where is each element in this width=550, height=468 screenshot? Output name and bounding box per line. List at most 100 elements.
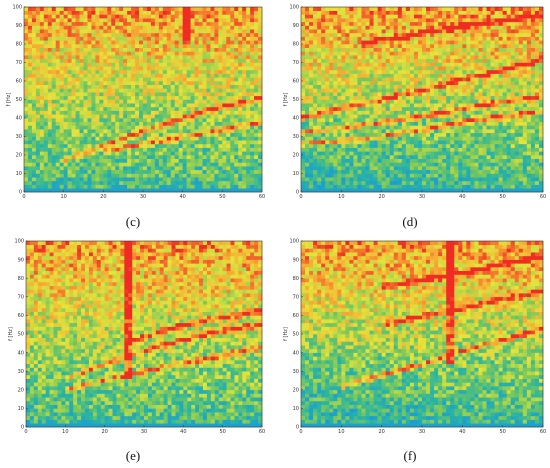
heatmap-cell: [381, 95, 386, 100]
heatmap-cell: [182, 114, 187, 119]
heatmap-cell: [154, 55, 160, 60]
heatmap-cell: [95, 36, 100, 41]
heatmap-cell: [194, 166, 199, 171]
heatmap-cell: [103, 184, 108, 189]
heatmap-cell: [234, 44, 239, 48]
heatmap-cell: [115, 188, 120, 193]
heatmap-cell: [238, 92, 243, 97]
heatmap-cell: [194, 66, 199, 71]
heatmap-cell: [186, 77, 191, 82]
heatmap-cell: [79, 44, 84, 48]
heatmap-cell: [405, 14, 411, 19]
heatmap-cell: [111, 129, 116, 134]
heatmap-cell: [59, 129, 64, 134]
heatmap-cell: [39, 129, 45, 134]
heatmap-cell: [190, 151, 195, 156]
heatmap-cell: [83, 184, 88, 189]
heatmap-cell: [258, 7, 263, 11]
heatmap-cell: [422, 162, 427, 167]
heatmap-cell: [83, 147, 88, 152]
heatmap-cell: [214, 81, 219, 85]
heatmap-cell: [341, 58, 346, 63]
heatmap-cell: [430, 10, 435, 15]
heatmap-cell: [194, 81, 199, 85]
heatmap-cell: [417, 25, 423, 30]
heatmap-cell: [206, 184, 211, 189]
heatmap-cell: [75, 88, 80, 93]
heatmap-cell: [458, 184, 463, 189]
heatmap-cell: [426, 103, 431, 108]
heatmap-cell: [79, 51, 84, 56]
heatmap-cell: [454, 118, 459, 122]
heatmap-cell: [39, 32, 45, 37]
heatmap-cell: [250, 47, 255, 52]
heatmap-cell: [63, 110, 68, 115]
heatmap-cell: [246, 95, 251, 100]
heatmap-cell: [341, 143, 346, 148]
heatmap-cell: [146, 155, 152, 159]
heatmap-cell: [313, 66, 318, 71]
heatmap-cell: [39, 114, 45, 119]
heatmap-cell: [162, 162, 168, 167]
heatmap-cell: [111, 7, 116, 11]
heatmap-cell: [413, 184, 419, 189]
heatmap-cell: [107, 47, 112, 52]
heatmap-cell: [341, 184, 346, 189]
heatmap-cell: [103, 188, 108, 193]
heatmap-cell: [43, 69, 49, 74]
heatmap-cell: [115, 173, 120, 178]
heatmap-cell: [305, 151, 310, 156]
heatmap-cell: [59, 147, 64, 152]
heatmap-cell: [39, 125, 45, 130]
heatmap-cell: [107, 180, 112, 185]
heatmap-cell: [238, 18, 243, 23]
heatmap-cell: [250, 55, 255, 60]
heatmap-cell: [43, 143, 49, 148]
heatmap-cell: [194, 25, 199, 30]
heatmap-cell: [361, 81, 366, 85]
heatmap-cell: [325, 129, 330, 134]
heatmap-cell: [242, 114, 247, 119]
heatmap-cell: [450, 136, 455, 141]
heatmap-cell: [190, 114, 195, 119]
heatmap-cell: [333, 29, 338, 34]
heatmap-cell: [426, 169, 431, 174]
heatmap-cell: [71, 155, 76, 159]
heatmap-cell: [182, 129, 187, 134]
heatmap-cell: [450, 125, 455, 130]
heatmap-cell: [413, 55, 419, 60]
heatmap-cell: [71, 73, 76, 78]
heatmap-cell: [349, 110, 354, 115]
heatmap-cell: [210, 173, 215, 178]
heatmap-cell: [123, 140, 128, 145]
heatmap-cell: [422, 18, 427, 23]
heatmap-cell: [43, 40, 49, 45]
heatmap-cell: [131, 180, 136, 185]
heatmap-cell: [313, 147, 318, 152]
heatmap-cell: [75, 188, 80, 193]
heatmap-cell: [349, 58, 354, 63]
heatmap-cell: [373, 44, 378, 48]
heatmap-cell: [24, 32, 29, 37]
heatmap-cell: [341, 92, 346, 97]
heatmap-cell: [174, 110, 179, 115]
heatmap-cell: [438, 132, 443, 137]
heatmap-cell: [87, 158, 92, 163]
heatmap-cell: [198, 21, 203, 26]
heatmap-cell: [47, 81, 53, 85]
heatmap-cell: [182, 58, 187, 63]
heatmap-cell: [246, 51, 251, 56]
heatmap-cell: [325, 58, 330, 63]
heatmap-cell: [218, 66, 223, 71]
heatmap-cell: [210, 25, 215, 30]
heatmap-cell: [186, 169, 191, 174]
heatmap-cell: [190, 44, 195, 48]
heatmap-cell: [222, 118, 227, 122]
heatmap-cell: [393, 51, 399, 56]
heatmap-cell: [365, 125, 370, 130]
heatmap-cell: [329, 166, 334, 171]
heatmap-cell: [87, 21, 92, 26]
heatmap-cell: [397, 14, 403, 19]
heatmap-cell: [430, 92, 435, 97]
heatmap-cell: [146, 188, 152, 193]
